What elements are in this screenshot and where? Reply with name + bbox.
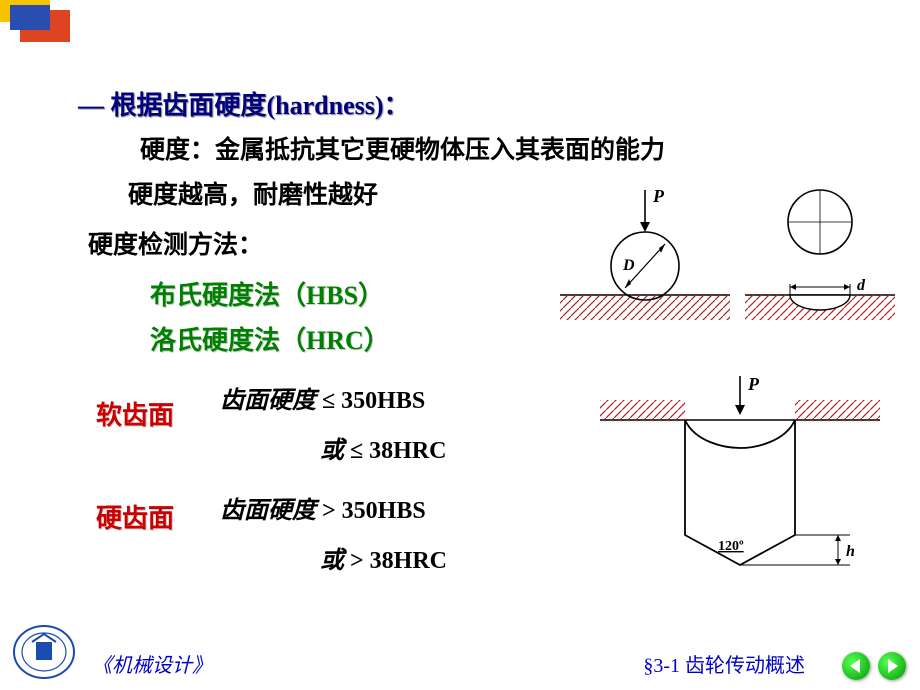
university-logo <box>8 622 80 682</box>
soft-expr-2: 或 ≤ 38HRC <box>320 430 447 465</box>
svg-text:h: h <box>846 543 855 560</box>
method-hrc: 洛氏硬度法（HRC） <box>150 320 390 357</box>
footer-book-title: 《机械设计》 <box>92 649 212 678</box>
slide-title: — 根据齿面硬度(hardness)： <box>78 85 410 122</box>
definition-line: 硬度：金属抵抗其它更硬物体压入其表面的能力 <box>140 130 665 166</box>
methods-heading: 硬度检测方法： <box>88 225 263 261</box>
corner-decoration <box>0 0 80 42</box>
indentation-diagram: d <box>740 180 900 325</box>
svg-text:D: D <box>622 257 635 274</box>
hard-expr-2: 或 > 38HRC <box>320 540 447 575</box>
svg-text:d: d <box>857 277 866 294</box>
brinell-diagram: P D <box>555 180 735 325</box>
hard-surface-label: 硬齿面 <box>96 498 174 535</box>
footer-section: §3-1 齿轮传动概述 <box>643 649 805 678</box>
prev-button[interactable] <box>842 652 870 680</box>
soft-surface-label: 软齿面 <box>96 395 174 432</box>
soft-expr-1: 齿面硬度 ≤ 350HBS <box>220 380 425 415</box>
property-line: 硬度越高，耐磨性越好 <box>128 175 378 211</box>
svg-text:P: P <box>747 374 760 394</box>
svg-text:P: P <box>652 186 665 206</box>
rockwell-diagram: P 120º h <box>590 370 890 590</box>
next-button[interactable] <box>878 652 906 680</box>
hard-expr-1: 齿面硬度 > 350HBS <box>220 490 426 525</box>
svg-text:120º: 120º <box>718 539 744 554</box>
method-hbs: 布氏硬度法（HBS） <box>150 275 384 312</box>
